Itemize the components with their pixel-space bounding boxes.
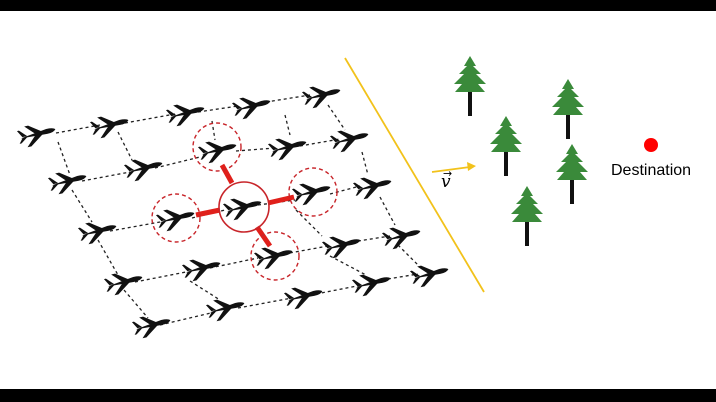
velocity-label: v <box>441 172 451 192</box>
tree-icon <box>556 144 588 204</box>
tree-icon <box>454 56 486 116</box>
velocity-arrow <box>431 162 476 173</box>
tree-icon <box>490 116 522 176</box>
tree-icon <box>552 79 584 139</box>
destination-marker-icon <box>644 138 658 152</box>
neighbor-links <box>195 163 295 248</box>
leader-circle <box>218 181 270 233</box>
velocity-vector-arrow-glyph: → <box>443 167 453 180</box>
boundary-line <box>344 57 485 293</box>
diagram-panel <box>0 11 716 389</box>
destination-label: Destination <box>611 162 692 179</box>
tree-icon <box>511 186 543 246</box>
tree-group <box>454 56 588 246</box>
neighbor-circles <box>151 122 338 281</box>
